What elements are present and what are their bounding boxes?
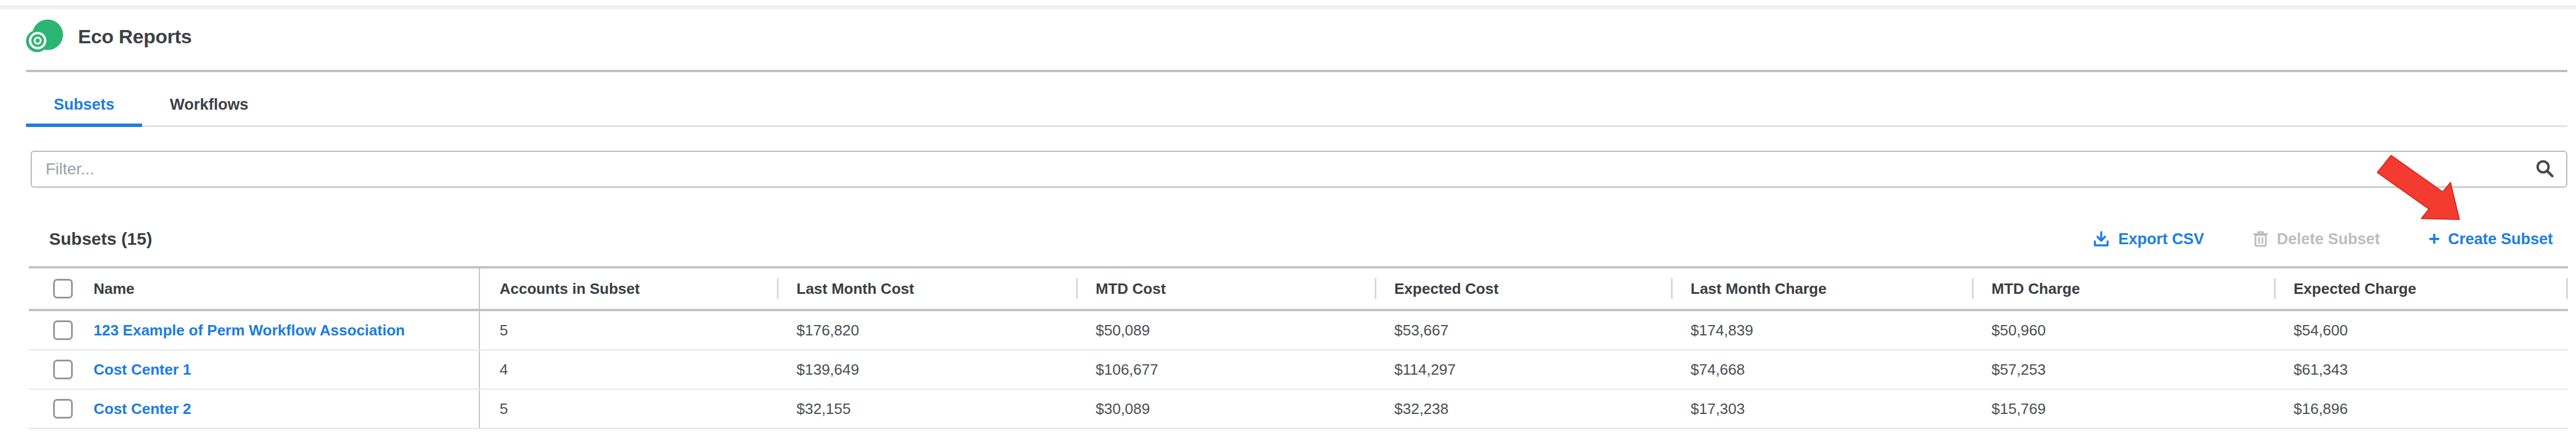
red-annotation-arrow <box>2367 154 2471 234</box>
cell-last-month-cost: $176,820 <box>777 310 1076 350</box>
page-title: Eco Reports <box>78 25 192 48</box>
cell-mtd-cost: $50,089 <box>1076 310 1375 350</box>
cell-accounts: 5 <box>479 389 777 428</box>
cell-name: Cost Center 1 <box>29 350 479 389</box>
filter-bar <box>31 151 2567 188</box>
column-header-expected-cost: Expected Cost <box>1375 267 1671 310</box>
export-csv-button[interactable]: Export CSV <box>2093 230 2204 248</box>
export-csv-label: Export CSV <box>2118 230 2204 248</box>
subset-name-link[interactable]: Cost Center 1 <box>94 361 191 379</box>
cell-expected-charge: $61,343 <box>2274 350 2568 389</box>
table-row: Cost Center 1 4 $139,649 $106,677 $114,2… <box>29 350 2568 389</box>
column-header-expected-charge: Expected Charge <box>2274 267 2568 310</box>
section-title: Subsets (15) <box>26 229 152 249</box>
app-header: Eco Reports <box>26 18 2567 72</box>
table-header: Name Accounts in Subset Last Month Cost … <box>29 267 2568 310</box>
action-buttons: Export CSV Delete Subset + Create Subset <box>2093 229 2553 249</box>
table-header-row: Name Accounts in Subset Last Month Cost … <box>29 267 2568 310</box>
cell-mtd-cost: $30,089 <box>1076 389 1375 428</box>
search-button[interactable] <box>2535 159 2555 179</box>
subset-name-link[interactable]: 123 Example of Perm Workflow Association <box>94 322 405 339</box>
section-header: Subsets (15) Export CSV Delete Subset + … <box>26 229 2553 249</box>
cell-mtd-cost: $106,677 <box>1076 350 1375 389</box>
row-checkbox[interactable] <box>53 360 73 379</box>
cell-expected-cost: $32,238 <box>1375 389 1671 428</box>
cell-accounts: 4 <box>479 350 777 389</box>
cell-mtd-charge: $15,769 <box>1972 389 2274 428</box>
subsets-table: Name Accounts in Subset Last Month Cost … <box>29 266 2568 429</box>
subset-name-link[interactable]: Cost Center 2 <box>94 400 191 418</box>
cell-mtd-charge: $57,253 <box>1972 350 2274 389</box>
cell-accounts: 5 <box>479 310 777 350</box>
download-icon <box>2093 230 2110 248</box>
tab-workflows[interactable]: Workflows <box>142 96 276 125</box>
cell-expected-charge: $16,896 <box>2274 389 2568 428</box>
column-header-name-label: Name <box>94 280 135 298</box>
row-checkbox[interactable] <box>53 399 73 419</box>
cell-last-month-charge: $174,839 <box>1671 310 1972 350</box>
eco-spiral-logo-icon <box>26 18 64 55</box>
table-row: Cost Center 2 5 $32,155 $30,089 $32,238 … <box>29 389 2568 428</box>
tab-bar: Subsets Workflows <box>26 72 2567 127</box>
cell-name: Cost Center 2 <box>29 389 479 428</box>
cell-expected-cost: $53,667 <box>1375 310 1671 350</box>
column-header-last-month-charge: Last Month Charge <box>1671 267 1972 310</box>
cell-expected-charge: $54,600 <box>2274 310 2568 350</box>
column-header-last-month-cost: Last Month Cost <box>777 267 1076 310</box>
delete-subset-button[interactable]: Delete Subset <box>2253 230 2380 248</box>
cell-last-month-charge: $74,668 <box>1671 350 1972 389</box>
cell-name: 123 Example of Perm Workflow Association <box>29 310 479 350</box>
cell-last-month-charge: $17,303 <box>1671 389 1972 428</box>
top-strip <box>0 5 2576 9</box>
cell-last-month-cost: $139,649 <box>777 350 1076 389</box>
select-all-checkbox[interactable] <box>53 279 73 298</box>
cell-expected-cost: $114,297 <box>1375 350 1671 389</box>
table-body: 123 Example of Perm Workflow Association… <box>29 310 2568 428</box>
row-checkbox[interactable] <box>53 320 73 340</box>
search-icon <box>2535 159 2555 179</box>
filter-input[interactable] <box>31 151 2567 188</box>
column-header-mtd-cost: MTD Cost <box>1076 267 1375 310</box>
column-header-mtd-charge: MTD Charge <box>1972 267 2274 310</box>
tab-subsets[interactable]: Subsets <box>26 96 142 125</box>
column-header-accounts: Accounts in Subset <box>479 267 777 310</box>
delete-subset-label: Delete Subset <box>2277 230 2380 248</box>
table-row: 123 Example of Perm Workflow Association… <box>29 310 2568 350</box>
cell-mtd-charge: $50,960 <box>1972 310 2274 350</box>
cell-last-month-cost: $32,155 <box>777 389 1076 428</box>
column-header-name: Name <box>29 267 479 310</box>
trash-icon <box>2253 230 2269 248</box>
